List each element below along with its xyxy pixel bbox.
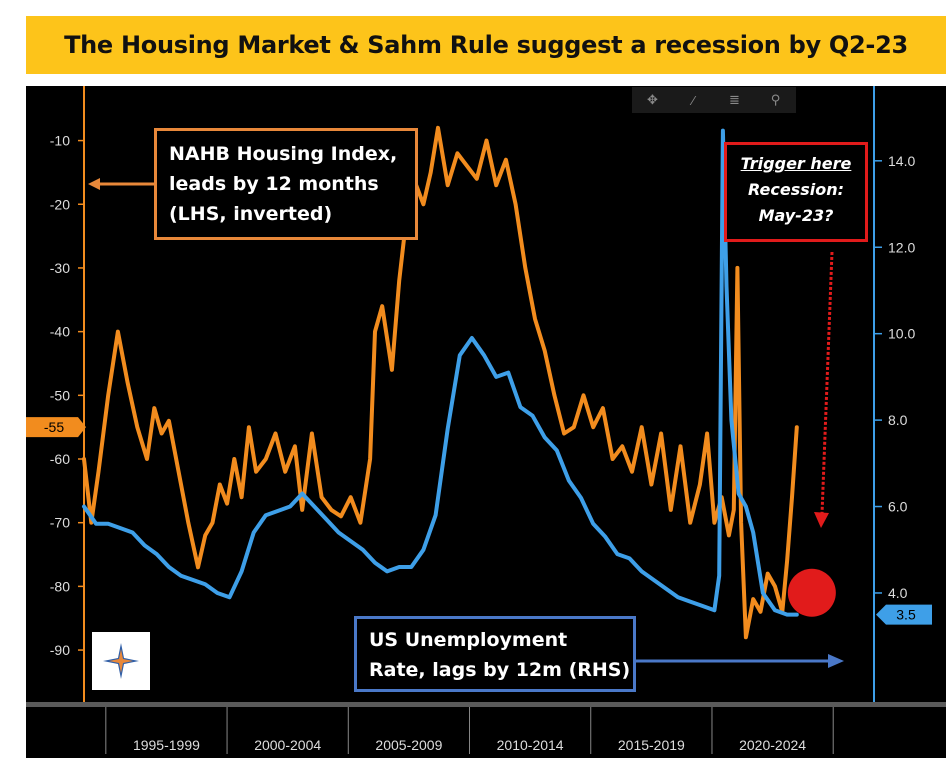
- nahb-annotation-line-2: leads by 12 months: [169, 173, 379, 195]
- right-tick-label-0: 4.0: [888, 585, 908, 601]
- x-tick-label-0: 1995-1999: [133, 737, 200, 753]
- x-tick-label-3: 2010-2014: [497, 737, 564, 753]
- nahb-annotation-line-1: NAHB Housing Index,: [169, 143, 398, 165]
- trigger-annotation-box: Trigger here Recession: May-23?: [724, 142, 868, 242]
- trigger-annotation-line-3: May-23?: [758, 206, 834, 225]
- trigger-annotation-line-1: Trigger here: [740, 154, 852, 173]
- left-tick-label-6: -70: [50, 515, 70, 531]
- left-tick-label-3: -40: [50, 324, 70, 340]
- left-tick-label-8: -90: [50, 642, 70, 658]
- recession-marker-dot: [787, 568, 836, 617]
- brand-logo: [92, 632, 150, 690]
- series-line-unemployment: [82, 128, 799, 617]
- left-tick-label-5: -60: [50, 451, 70, 467]
- list-icon[interactable]: ≣: [729, 92, 740, 107]
- chart-title-banner: The Housing Market & Sahm Rule suggest a…: [26, 16, 946, 74]
- unemployment-annotation-box: US Unemployment Rate, lags by 12m (RHS): [354, 616, 636, 692]
- magnifier-icon[interactable]: ⚲: [770, 92, 781, 107]
- unemployment-arrow-head: [828, 654, 844, 668]
- trigger-arrow-head: [814, 512, 829, 528]
- left-tick-label-7: -80: [50, 578, 70, 594]
- right-tick-label-4: 12.0: [888, 239, 915, 255]
- chart-title: The Housing Market & Sahm Rule suggest a…: [64, 31, 908, 59]
- left-tick-label-2: -30: [50, 260, 70, 276]
- left-tick-label-1: -20: [50, 196, 70, 212]
- x-axis-band: [26, 702, 946, 707]
- left-last-value-badge: [26, 417, 86, 438]
- compass-logo-icon: [103, 643, 139, 679]
- right-tick-label-5: 14.0: [888, 153, 915, 169]
- trigger-arrow-line: [820, 251, 834, 515]
- right-last-value-label: 3.5: [896, 607, 916, 623]
- x-tick-label-2: 2005-2009: [375, 737, 442, 753]
- nahb-annotation-line-3: (LHS, inverted): [169, 203, 333, 225]
- right-tick-label-3: 10.0: [888, 326, 915, 342]
- x-tick-label-1: 2000-2004: [254, 737, 321, 753]
- x-tick-label-5: 2020-2024: [739, 737, 806, 753]
- right-tick-label-1: 6.0: [888, 499, 908, 515]
- nahb-annotation-box: NAHB Housing Index, leads by 12 months (…: [154, 128, 418, 240]
- chart-panel: -10 -20 -30 -40 -50 -60 -70 -80 -90 -55 4.0 6.0 8.0 1…: [26, 86, 946, 758]
- left-tick-label-4: -50: [50, 387, 70, 403]
- left-last-value-label: -55: [44, 419, 64, 435]
- left-tick-label-0: -10: [50, 133, 70, 149]
- crosshair-icon[interactable]: ✥: [647, 92, 658, 107]
- right-last-value-badge: [876, 604, 932, 625]
- unemployment-annotation-line-1: US Unemployment: [369, 629, 568, 651]
- nahb-arrow-head: [88, 178, 100, 190]
- chart-canvas: -10 -20 -30 -40 -50 -60 -70 -80 -90 -55 4.0 6.0 8.0 1…: [26, 86, 946, 758]
- right-tick-label-2: 8.0: [888, 412, 908, 428]
- pencil-icon[interactable]: ∕: [692, 92, 695, 108]
- chart-toolbar: ✥ ∕ ≣ ⚲: [632, 87, 796, 113]
- series-line-nahb: [82, 125, 799, 640]
- trigger-annotation-line-2: Recession:: [747, 180, 845, 199]
- x-tick-label-4: 2015-2019: [618, 737, 685, 753]
- x-axis-strip: [26, 707, 946, 758]
- unemployment-annotation-line-2: Rate, lags by 12m (RHS): [369, 659, 631, 681]
